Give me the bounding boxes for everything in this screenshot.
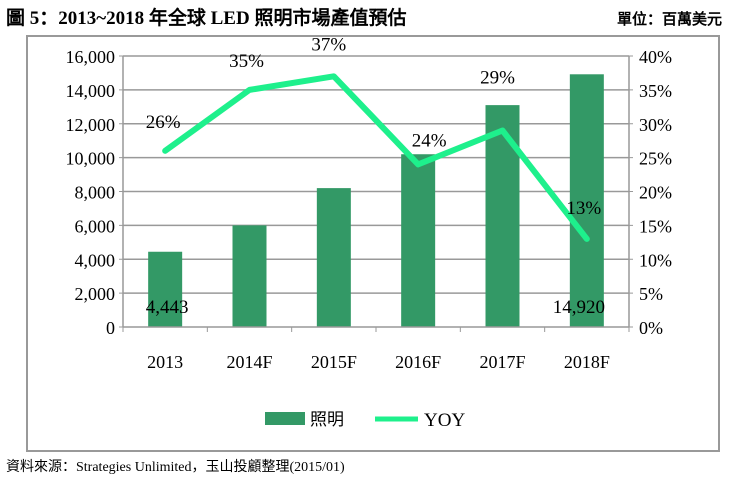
y-tick-label: 14,000	[66, 81, 116, 101]
yoy-data-label: 24%	[412, 130, 447, 151]
x-tick-label: 2016F	[395, 352, 441, 372]
yoy-data-label: 37%	[311, 34, 346, 55]
bar-2018F	[569, 74, 604, 327]
x-tick-label: 2013	[147, 352, 183, 372]
y2-tick-label: 20%	[639, 183, 672, 203]
bar-data-label: 14,920	[553, 297, 605, 318]
y2-tick-label: 25%	[639, 149, 672, 169]
legend: 照明 YOY	[265, 410, 465, 431]
legend-swatch-bar	[265, 412, 305, 425]
y-tick-label: 0	[106, 318, 115, 338]
x-tick-label: 2018F	[564, 352, 610, 372]
y-tick-label: 16,000	[66, 47, 116, 67]
y-tick-label: 12,000	[66, 115, 116, 135]
unit-label: 單位：百萬美元	[617, 10, 722, 28]
x-tick-label: 2015F	[311, 352, 357, 372]
legend-label-line: YOY	[424, 410, 465, 431]
bar-data-label: 4,443	[146, 297, 189, 318]
legend-label-bar: 照明	[310, 410, 344, 429]
y-tick-label: 2,000	[75, 284, 116, 304]
y2-tick-label: 15%	[639, 216, 672, 236]
chart-frame	[26, 35, 720, 452]
x-tick-label: 2014F	[226, 352, 272, 372]
bar-2014F	[232, 225, 267, 327]
bar-2016F	[401, 154, 436, 327]
yoy-data-label: 29%	[480, 68, 515, 89]
bar-2015F	[316, 188, 351, 327]
y-tick-label: 10,000	[66, 149, 116, 169]
x-tick-label: 2017F	[479, 352, 525, 372]
yoy-data-label: 35%	[229, 51, 264, 72]
chart-title: 圖 5：2013~2018 年全球 LED 照明市場產值預估	[6, 6, 406, 29]
source-note: 資料來源：Strategies Unlimited，玉山投顧整理(2015/01…	[6, 459, 345, 475]
y-tick-label: 4,000	[75, 250, 116, 270]
yoy-data-label: 13%	[566, 198, 601, 219]
y2-tick-label: 40%	[639, 47, 672, 67]
y2-tick-label: 5%	[639, 284, 663, 304]
y2-tick-label: 10%	[639, 250, 672, 270]
bar-2013	[148, 251, 183, 327]
y2-tick-label: 30%	[639, 115, 672, 135]
y-tick-label: 8,000	[75, 183, 116, 203]
y2-tick-label: 0%	[639, 318, 663, 338]
yoy-data-label: 26%	[146, 112, 181, 133]
yoy-line	[162, 73, 590, 242]
y2-tick-label: 35%	[639, 81, 672, 101]
y-tick-label: 6,000	[75, 216, 116, 236]
